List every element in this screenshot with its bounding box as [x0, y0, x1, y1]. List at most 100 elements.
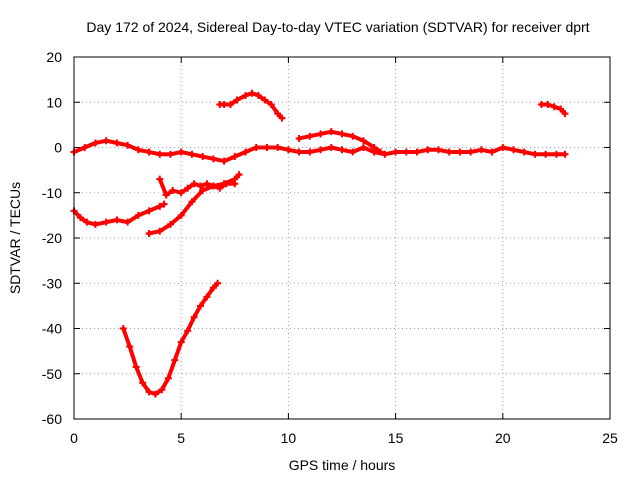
series-0-point	[166, 150, 174, 158]
series-1-point	[156, 202, 164, 210]
series-1-point	[76, 214, 84, 222]
series-0-point	[145, 148, 153, 156]
series-0-point	[263, 144, 271, 151]
y-tick-label: -40	[42, 321, 62, 337]
series-4-point	[209, 284, 217, 292]
series-1-point	[83, 218, 91, 226]
series-2-point	[169, 186, 177, 194]
series-7-point	[544, 101, 552, 109]
series-2-point	[203, 180, 211, 188]
series-0-point	[317, 146, 325, 154]
series-5-point	[227, 101, 235, 109]
series-0-point	[531, 150, 539, 158]
grid	[74, 57, 610, 419]
series-0-point	[510, 146, 518, 154]
series-4-point	[139, 379, 147, 387]
series-5-point	[278, 114, 286, 122]
y-tick-label: -60	[42, 411, 62, 427]
series-7-point	[557, 105, 565, 113]
series-0-point	[467, 148, 475, 156]
series-0-point	[177, 148, 185, 156]
series-0-point	[102, 137, 110, 145]
x-tick-label: 5	[177, 430, 185, 446]
series-3-point	[188, 198, 196, 206]
series-0-point	[252, 144, 260, 151]
series-3-point	[156, 227, 164, 235]
series-4-point	[145, 388, 153, 396]
series-layer	[70, 89, 569, 398]
y-tick-label: -50	[42, 366, 62, 382]
series-4-point	[171, 356, 179, 364]
series-0-point	[392, 148, 400, 156]
series-4-point	[164, 374, 172, 382]
x-tick-label: 25	[602, 430, 618, 446]
series-2-point	[184, 184, 192, 192]
y-tick-label: 10	[46, 94, 62, 110]
series-6-point	[377, 148, 385, 156]
series-4-point	[126, 343, 134, 351]
series-4-point	[119, 325, 127, 332]
series-2-point	[196, 182, 204, 190]
series-3-point	[177, 211, 185, 219]
series-0-point	[477, 146, 485, 154]
series-0-point	[188, 150, 196, 158]
series-0-point	[295, 148, 303, 156]
series-4-point	[184, 327, 192, 335]
y-tick-label: -30	[42, 275, 62, 291]
series-0-point	[552, 150, 560, 158]
series-5-point	[274, 110, 282, 118]
series-0-point	[81, 144, 89, 151]
series-4-line	[121, 281, 220, 397]
series-0-point	[434, 146, 442, 154]
series-1-point	[160, 200, 168, 208]
series-0-point	[284, 146, 292, 154]
series-0-point	[359, 144, 367, 151]
series-0-point	[456, 148, 464, 156]
series-5-point	[254, 91, 262, 99]
series-7-point	[561, 110, 569, 118]
y-tick-label: 20	[46, 49, 62, 65]
series-2-point	[177, 189, 185, 197]
series-4-point	[196, 302, 204, 310]
series-3-point	[199, 186, 207, 194]
series-5-point	[242, 91, 250, 99]
series-0-point	[520, 148, 528, 156]
series-0-point	[499, 144, 507, 151]
series-3-line	[147, 172, 242, 236]
series-6-point	[306, 132, 314, 140]
series-4-point	[190, 313, 198, 321]
series-0-point	[402, 148, 410, 156]
series-0-point	[381, 150, 389, 158]
series-0-point	[209, 155, 217, 163]
series-4-point	[158, 386, 166, 394]
series-7-point	[537, 101, 545, 109]
series-1-point	[134, 211, 142, 219]
series-0-point	[542, 150, 550, 158]
series-2-point	[190, 180, 198, 188]
series-4-point	[177, 338, 185, 346]
series-0-point	[561, 150, 569, 158]
series-2-point	[162, 191, 170, 199]
series-0-point	[220, 157, 228, 165]
x-tick-label: 10	[281, 430, 297, 446]
series-6-point	[370, 144, 378, 151]
x-tick-label: 20	[495, 430, 511, 446]
series-3-point	[145, 229, 153, 237]
y-tick-label: 0	[54, 140, 62, 156]
series-6-point	[338, 130, 346, 138]
x-axis-label: GPS time / hours	[289, 457, 396, 473]
y-tick-label: -20	[42, 230, 62, 246]
series-3-point	[220, 180, 228, 188]
series-0-point	[134, 146, 142, 154]
series-3-point	[231, 175, 239, 183]
series-0-point	[124, 141, 132, 149]
series-0-point	[338, 146, 346, 154]
series-4-point	[132, 363, 140, 371]
x-tick-label: 15	[388, 430, 404, 446]
series-0-point	[199, 153, 207, 161]
series-1-point	[91, 220, 99, 228]
series-7-point	[550, 103, 558, 111]
axis-ticks: 0 5 10 15 20 25 20 10 0 -10 -20 -30 -40 -50 -60	[42, 49, 618, 446]
series-5-line	[217, 91, 284, 121]
series-3-point	[166, 220, 174, 228]
